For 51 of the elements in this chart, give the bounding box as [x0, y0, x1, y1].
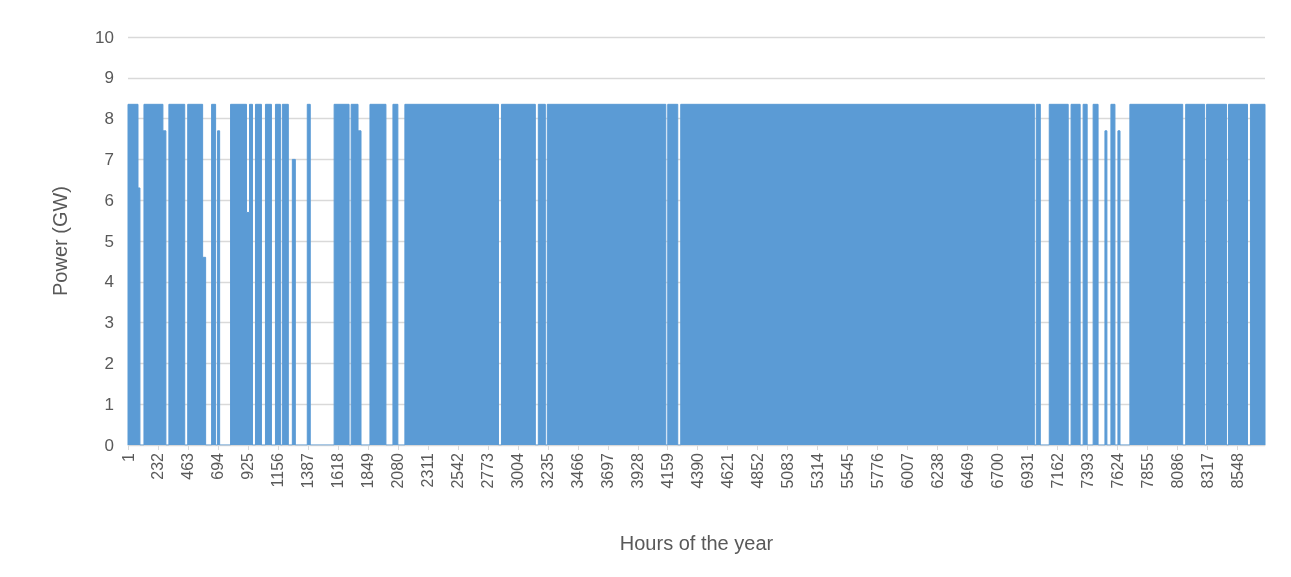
x-tick-label: 2311: [419, 452, 437, 488]
x-tick-label: 5083: [779, 452, 797, 489]
x-tick-label: 5314: [809, 452, 827, 489]
x-tick-label: 4390: [689, 452, 707, 489]
y-tick-label: 6: [104, 190, 114, 210]
y-tick-label: 4: [104, 272, 114, 292]
x-tick-label: 925: [239, 452, 257, 480]
y-tick-label: 7: [104, 149, 114, 169]
x-tick-label: 6238: [929, 452, 947, 489]
x-tick-label: 7855: [1139, 452, 1157, 489]
y-tick-label: 9: [104, 68, 114, 88]
x-tick-label: 3697: [599, 452, 617, 489]
y-tick-label: 10: [95, 27, 114, 47]
x-tick-label: 8317: [1198, 452, 1216, 489]
x-tick-label: 6700: [989, 452, 1007, 489]
x-tick-label: 3928: [629, 452, 647, 489]
x-tick-label: 1: [119, 452, 137, 462]
y-tick-label: 0: [104, 435, 114, 455]
x-tick-label: 4852: [749, 452, 767, 489]
x-tick-label: 2080: [389, 452, 407, 489]
x-tick-label: 463: [179, 452, 197, 480]
x-tick-label: 5776: [869, 452, 887, 489]
x-tick-label: 694: [209, 452, 227, 480]
x-tick-label: 2542: [449, 452, 467, 489]
x-tick-label: 8086: [1169, 452, 1187, 489]
x-tick-label: 1387: [299, 452, 317, 489]
y-tick-label: 1: [104, 394, 114, 414]
x-tick-label: 6469: [959, 452, 977, 489]
y-tick-label: 5: [104, 231, 114, 251]
x-tick-label: 7624: [1109, 452, 1127, 489]
x-tick-label: 7162: [1049, 452, 1067, 489]
x-tick-label: 3004: [509, 452, 527, 489]
x-tick-label: 3466: [569, 452, 587, 489]
x-tick-label: 5545: [839, 452, 857, 489]
x-tick-label: 1156: [269, 452, 287, 488]
y-tick-label: 3: [104, 313, 114, 333]
x-tick-label: 4621: [719, 452, 737, 489]
x-tick-label: 6931: [1019, 452, 1037, 489]
x-tick-label: 1618: [329, 452, 347, 489]
y-axis-title: Power (GW): [49, 186, 71, 296]
x-tick-label: 4159: [659, 452, 677, 489]
x-tick-label: 6007: [899, 452, 917, 489]
x-axis-title: Hours of the year: [619, 532, 774, 554]
y-tick-label: 8: [104, 109, 114, 129]
x-tick-label: 232: [149, 452, 167, 480]
x-tick-label: 7393: [1079, 452, 1097, 489]
x-tick-label: 3235: [539, 452, 557, 489]
x-tick-label: 2773: [479, 452, 497, 489]
x-tick-label: 8548: [1228, 452, 1246, 489]
y-tick-label: 2: [104, 353, 114, 373]
x-tick-label: 1849: [359, 452, 377, 489]
